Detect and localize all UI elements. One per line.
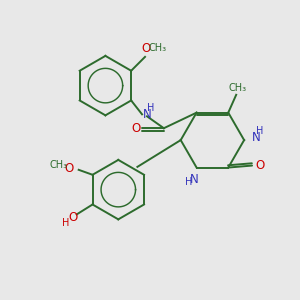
Text: CH₃: CH₃ [50, 160, 68, 170]
Text: H: H [62, 218, 70, 228]
Text: O: O [68, 211, 77, 224]
Text: O: O [64, 162, 74, 175]
Text: O: O [141, 42, 151, 55]
Text: N: N [190, 173, 199, 187]
Text: H: H [256, 126, 264, 136]
Text: H: H [147, 103, 155, 113]
Text: N: N [252, 130, 261, 144]
Text: H: H [185, 177, 192, 188]
Text: N: N [143, 108, 152, 121]
Text: CH₃: CH₃ [149, 43, 167, 53]
Text: O: O [131, 122, 141, 135]
Text: CH₃: CH₃ [228, 83, 246, 93]
Text: O: O [255, 159, 265, 172]
